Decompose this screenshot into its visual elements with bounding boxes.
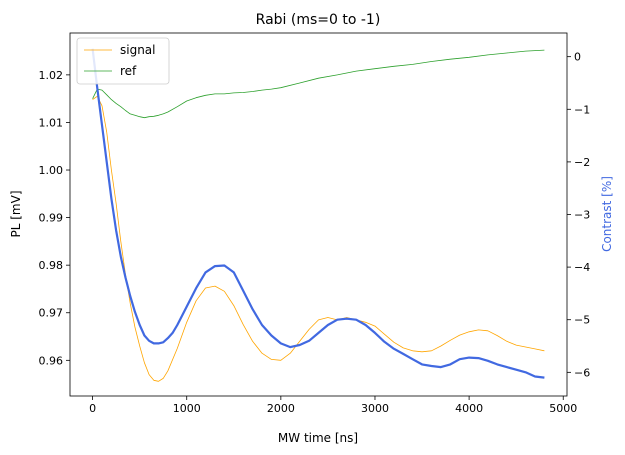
y-tick-label: 0.99 [39,212,64,225]
legend-label-ref: ref [120,64,137,78]
x-tick-label: 4000 [455,402,483,415]
chart-title: Rabi (ms=0 to -1) [256,12,381,28]
x-tick-label: 1000 [173,402,201,415]
y2-tick-label: −1 [574,103,590,116]
y-tick-label: 1.02 [39,69,64,82]
contrast-line [91,48,545,379]
plot-lines [91,48,545,382]
y2-tick-label: −4 [574,261,590,274]
x-axis-label: MW time [ns] [278,431,358,445]
x-tick-label: 5000 [549,402,577,415]
signal-line [92,95,545,382]
y-tick-label: 0.98 [39,259,64,272]
plot-frame [69,32,568,397]
y2-tick-label: 0 [574,51,581,64]
x-axis: 0 1000 2000 3000 4000 5000 [89,396,577,415]
y2-tick-label: −6 [574,366,590,379]
legend: signal ref [76,37,170,85]
y-axis-label: PL [mV] [9,191,23,238]
y-tick-label: 0.96 [39,354,64,367]
x-tick-label: 2000 [267,402,295,415]
y2-tick-label: −3 [574,209,590,222]
y-axis-left: 0.96 0.97 0.98 0.99 1.00 1.01 1.02 [39,69,70,367]
x-tick-label: 0 [89,402,96,415]
y-tick-label: 1.01 [39,116,64,129]
legend-box [76,37,170,85]
ref-line [92,49,545,119]
y2-axis-label: Contrast [%] [600,176,614,252]
y2-tick-label: −5 [574,314,590,327]
y-tick-label: 0.97 [39,307,64,320]
x-tick-label: 3000 [361,402,389,415]
y-tick-label: 1.00 [39,164,64,177]
legend-label-signal: signal [120,43,156,57]
y2-tick-label: −2 [574,156,590,169]
y-axis-right: 0 −1 −2 −3 −4 −5 −6 [567,51,590,379]
